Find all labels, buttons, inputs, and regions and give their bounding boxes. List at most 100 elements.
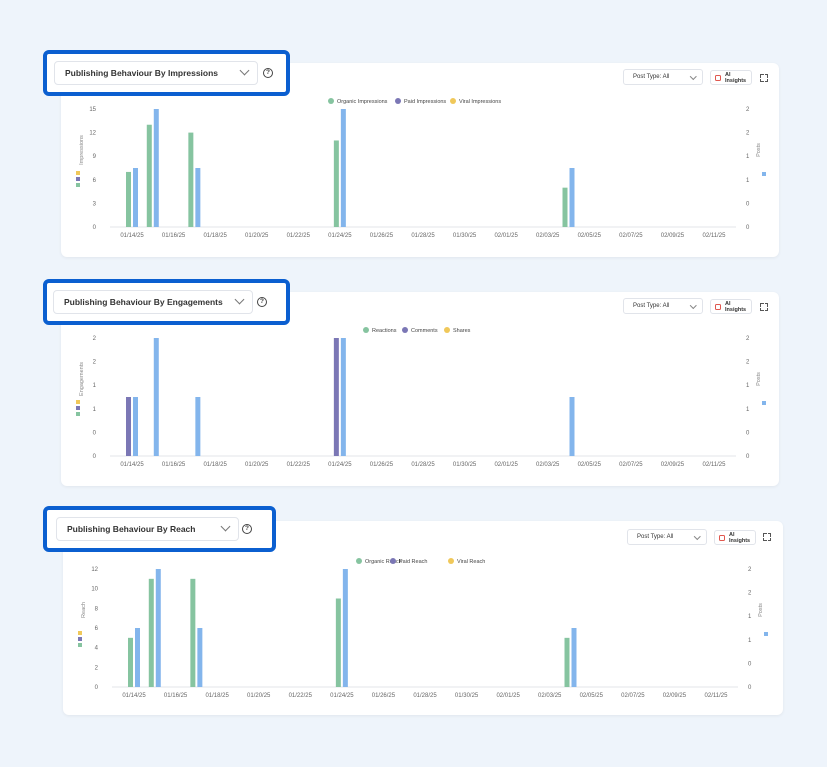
bar-organic-impressions[interactable] [188,132,194,227]
bar-posts[interactable] [153,109,159,227]
y2-tick-label: 0 [748,661,752,667]
bar-posts[interactable] [569,397,575,456]
bar-organic-reach[interactable] [148,578,154,687]
x-tick-label: 02/09/25 [661,233,685,239]
bar-organic-reach[interactable] [128,637,133,687]
legend-marker[interactable] [402,327,408,333]
post-type-label: Post Type: All [637,534,674,540]
bar-posts[interactable] [155,569,161,687]
bar-posts[interactable] [340,109,346,227]
y-tick-label: 12 [91,567,98,573]
legend-label[interactable]: Shares [453,328,471,334]
impressions-post-type-select[interactable]: Post Type: All [623,69,703,85]
engagements-dropdown-label: Publishing Behaviour By Engagements [64,297,223,307]
y-tick-label: 12 [89,131,96,137]
reach-metric-dropdown[interactable]: Publishing Behaviour By Reach [56,517,239,541]
y2-axis-label: Posts [756,143,762,157]
legend-marker[interactable] [363,327,369,333]
x-tick-label: 01/14/25 [120,233,144,239]
bar-posts[interactable] [197,628,203,687]
bar-posts[interactable] [571,628,577,687]
engagements-metric-dropdown[interactable]: Publishing Behaviour By Engagements [53,290,253,314]
y2-tick-label: 2 [746,360,750,366]
bar-comments[interactable] [126,397,131,456]
bar-posts[interactable] [340,338,346,456]
x-tick-label: 02/07/25 [619,462,643,468]
bar-posts[interactable] [342,569,348,687]
bar-posts[interactable] [133,397,138,456]
x-tick-label: 01/20/25 [245,233,269,239]
y2-tick-label: 2 [746,131,750,137]
x-tick-label: 01/26/25 [372,693,396,699]
x-tick-label: 01/24/25 [328,233,352,239]
x-tick-label: 02/03/25 [536,462,560,468]
engagements-post-type-select[interactable]: Post Type: All [623,298,703,314]
x-tick-label: 01/16/25 [162,462,186,468]
legend-marker[interactable] [450,98,456,104]
expand-icon[interactable] [760,303,768,311]
bar-organic-impressions[interactable] [146,124,152,227]
engagements-ai-insights-button[interactable]: AI Insights [710,299,752,314]
legend-marker[interactable] [448,558,454,564]
reach-ai-insights-button[interactable]: AI Insights [714,530,756,545]
y2-tick-label: 0 [746,225,750,231]
y-tick-label: 9 [93,154,97,160]
legend-label[interactable]: Reactions [372,328,397,334]
impressions-dropdown-label: Publishing Behaviour By Impressions [65,68,219,78]
legend-label[interactable]: Viral Reach [457,559,485,565]
legend-marker[interactable] [390,558,396,564]
x-tick-label: 01/16/25 [162,233,186,239]
legend-label[interactable]: Paid Impressions [404,99,446,105]
bar-posts[interactable] [135,628,140,687]
impressions-metric-dropdown[interactable]: Publishing Behaviour By Impressions [54,61,258,85]
y-tick-label: 4 [95,646,99,652]
bar-organic-impressions[interactable] [562,187,568,227]
x-tick-label: 01/18/25 [203,462,227,468]
chevron-down-icon [689,73,696,80]
side-legend-swatch [78,637,82,641]
legend-marker[interactable] [328,98,334,104]
post-type-label: Post Type: All [633,303,670,309]
bar-organic-impressions[interactable] [126,171,131,227]
x-tick-label: 02/05/25 [580,693,604,699]
side-legend-swatch-posts [762,172,766,176]
legend-marker[interactable] [356,558,362,564]
bar-organic-reach[interactable] [190,578,196,687]
legend-label[interactable]: Viral Impressions [459,99,501,105]
y-axis-label: Engagements [79,362,85,396]
y2-axis-label: Posts [758,603,764,617]
help-icon[interactable]: ? [257,297,267,307]
y-axis-label: Reach [81,602,87,618]
bar-posts[interactable] [133,168,138,227]
y2-tick-label: 0 [748,685,752,691]
help-icon[interactable]: ? [242,524,252,534]
legend-label[interactable]: Organic Reach [365,559,402,565]
side-legend-swatch [76,406,80,410]
help-icon[interactable]: ? [263,68,273,78]
y-tick-label: 2 [95,665,99,671]
x-tick-label: 01/26/25 [370,462,394,468]
bar-comments[interactable] [333,338,339,456]
bar-posts[interactable] [569,168,575,227]
legend-label[interactable]: Organic Impressions [337,99,388,105]
y2-tick-label: 1 [746,154,750,160]
expand-icon[interactable] [763,533,771,541]
legend-label[interactable]: Comments [411,328,438,334]
legend-marker[interactable] [444,327,450,333]
legend-label[interactable]: Paid Reach [399,559,427,565]
impressions-ai-insights-button[interactable]: AI Insights [710,70,752,85]
bar-posts[interactable] [195,397,201,456]
expand-icon[interactable] [760,74,768,82]
bar-organic-impressions[interactable] [333,140,339,227]
reach-post-type-select[interactable]: Post Type: All [627,529,707,545]
bar-posts[interactable] [195,168,201,227]
legend-marker[interactable] [395,98,401,104]
reach-dropdown-label: Publishing Behaviour By Reach [67,524,196,534]
bar-organic-reach[interactable] [335,598,341,688]
bar-posts[interactable] [153,338,159,456]
bar-organic-reach[interactable] [564,637,570,687]
side-legend-swatch [76,400,80,404]
y2-tick-label: 2 [748,591,752,597]
chevron-down-icon [220,521,231,532]
